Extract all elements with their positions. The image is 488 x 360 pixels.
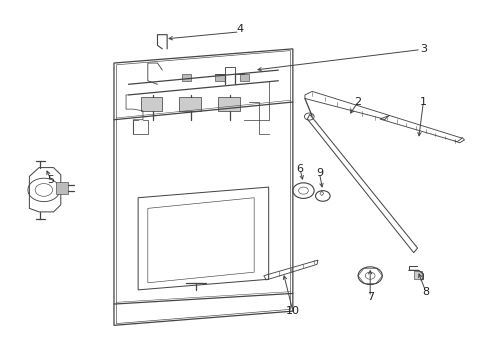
FancyBboxPatch shape (239, 74, 249, 81)
Text: 10: 10 (285, 306, 299, 316)
Text: 9: 9 (315, 168, 323, 178)
FancyBboxPatch shape (179, 97, 201, 111)
FancyBboxPatch shape (218, 97, 239, 111)
Text: 1: 1 (419, 97, 426, 107)
Text: 8: 8 (421, 287, 428, 297)
Text: 7: 7 (366, 292, 373, 302)
FancyBboxPatch shape (413, 271, 422, 279)
Text: 5: 5 (47, 175, 55, 185)
Text: 3: 3 (419, 44, 426, 54)
FancyBboxPatch shape (140, 97, 162, 111)
FancyBboxPatch shape (56, 182, 68, 194)
FancyBboxPatch shape (181, 74, 191, 81)
Text: 4: 4 (236, 24, 243, 34)
Text: 2: 2 (354, 97, 361, 107)
Text: 6: 6 (296, 165, 303, 174)
FancyBboxPatch shape (215, 74, 224, 81)
